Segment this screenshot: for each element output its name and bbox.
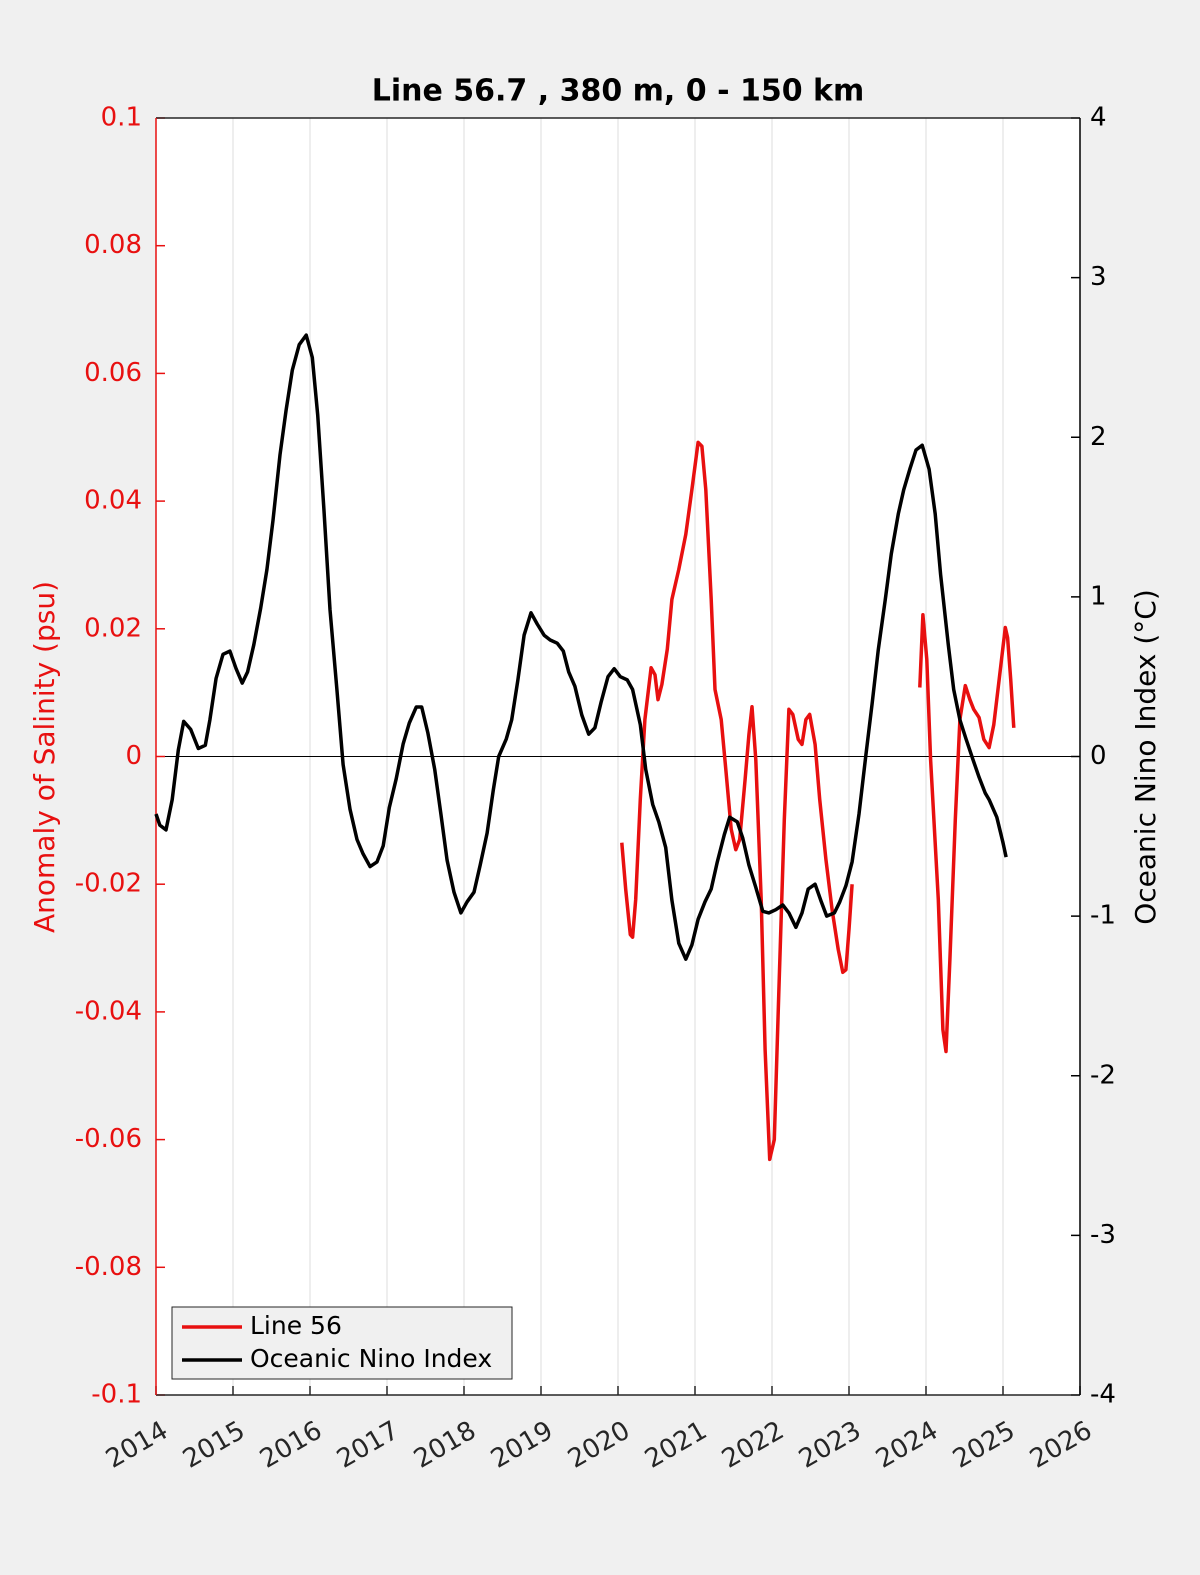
y2-tick-label: 1 <box>1090 581 1107 611</box>
legend-label: Oceanic Nino Index <box>250 1344 492 1373</box>
series-line <box>620 440 1016 1162</box>
y-tick-label: 0.02 <box>84 613 142 643</box>
y2-tick-label: 3 <box>1090 262 1107 292</box>
y-tick-label: 0.08 <box>84 230 142 260</box>
chart-title: Line 56.7 , 380 m, 0 - 150 km <box>372 74 865 109</box>
y-tick-label: 0 <box>125 741 142 771</box>
legend-label: Line 56 <box>250 1311 342 1340</box>
legend-box <box>171 1306 513 1380</box>
y-tick-label: -0.1 <box>91 1380 142 1410</box>
y2-tick-label: 0 <box>1090 741 1107 771</box>
y-tick-label: 0.1 <box>101 103 142 133</box>
y2-tick-label: -3 <box>1090 1220 1116 1250</box>
y-tick-label: -0.04 <box>75 996 142 1026</box>
series-line <box>154 333 1008 961</box>
y2-tick-label: -2 <box>1090 1060 1116 1090</box>
y-tick-label: 0.06 <box>84 358 142 388</box>
y-tick-label: 0.04 <box>84 486 142 516</box>
y-axis-label: Anomaly of Salinity (psu) <box>28 581 61 933</box>
y-tick-label: -0.02 <box>75 869 142 899</box>
y2-tick-label: -1 <box>1090 901 1116 931</box>
y2-tick-label: 2 <box>1090 422 1107 452</box>
y2-axis-label: Oceanic Nino Index (°C) <box>1129 589 1162 925</box>
y2-tick-label: 4 <box>1090 103 1107 133</box>
y-tick-label: -0.06 <box>75 1124 142 1154</box>
y-tick-label: -0.08 <box>75 1252 142 1282</box>
y2-tick-label: -4 <box>1090 1380 1116 1410</box>
